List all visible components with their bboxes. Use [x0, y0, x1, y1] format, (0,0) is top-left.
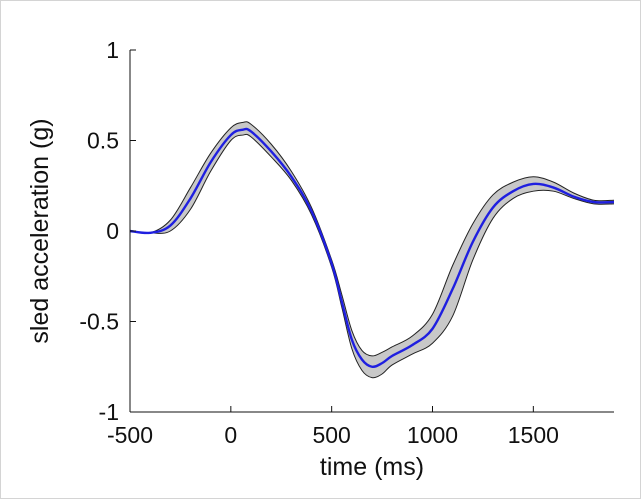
x-tick-label: 0: [224, 422, 237, 448]
y-ticks: -1 -0.5 0 0.5 1: [79, 37, 136, 425]
x-tick-label: 500: [312, 422, 350, 448]
x-tick-label: -500: [107, 422, 153, 448]
y-tick-label: -0.5: [79, 309, 119, 335]
upper-bound-line: [129, 121, 615, 357]
x-axis-label: time (ms): [320, 453, 424, 481]
y-axis-label: sled acceleration (g): [26, 118, 54, 343]
y-tick-label: -1: [99, 399, 119, 425]
y-tick-label: 0.5: [87, 128, 119, 154]
x-tick-label: 1000: [407, 422, 458, 448]
mean-line-layer: [129, 127, 615, 369]
mean-line: [129, 127, 615, 369]
lower-bound-line: [129, 133, 615, 379]
x-ticks: -500 0 500 1000 1500: [107, 406, 559, 448]
confidence-band: [130, 121, 614, 378]
y-tick-label: 0: [106, 218, 119, 244]
y-tick-label: 1: [106, 37, 119, 63]
x-tick-label: 1500: [508, 422, 559, 448]
confidence-band-layer: [129, 121, 615, 379]
